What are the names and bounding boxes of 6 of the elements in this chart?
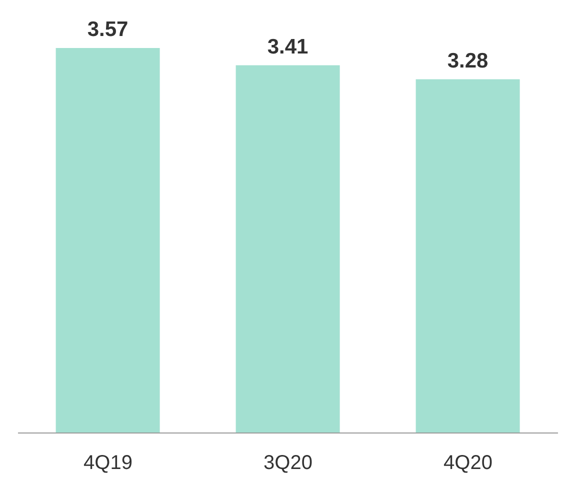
x-tick-label: 3Q20 xyxy=(264,452,312,474)
data-label: 3.28 xyxy=(447,49,489,72)
x-tick-label: 4Q19 xyxy=(84,452,132,474)
x-tick-label: 4Q20 xyxy=(444,452,492,474)
data-label: 3.41 xyxy=(267,35,309,58)
data-label: 3.57 xyxy=(87,18,128,41)
